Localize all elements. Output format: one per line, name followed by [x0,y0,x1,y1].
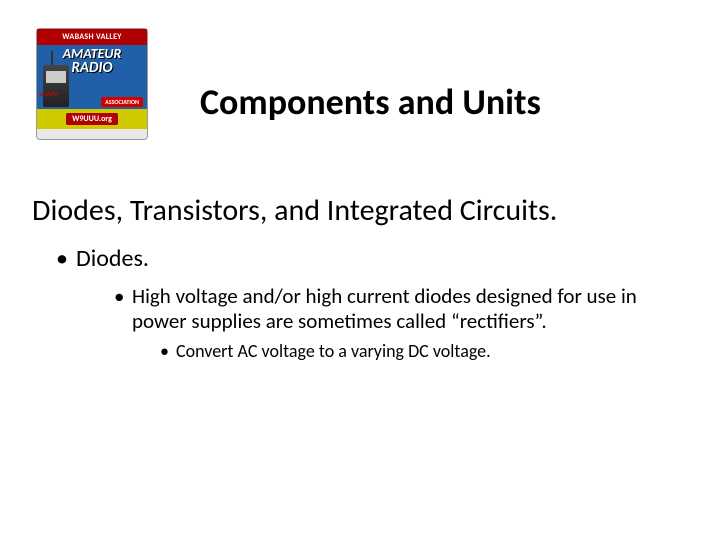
logo-banner: WABASH VALLEY [37,29,147,45]
logo-bottom-bar: W9UUU.org [37,109,147,129]
logo-frame: WABASH VALLEY AMATEUR RADIO 〰〰 ASSOCIATI… [36,28,148,140]
signal-wave-icon: 〰〰 [39,86,57,101]
bullet-level-3: Convert AC voltage to a varying DC volta… [176,340,491,362]
radio-screen-icon [46,71,66,83]
bullet-level-2: High voltage and/or high current diodes … [132,284,670,334]
logo-assoc-badge: ASSOCIATION [101,97,143,107]
org-logo: WABASH VALLEY AMATEUR RADIO 〰〰 ASSOCIATI… [36,28,148,148]
logo-callsign: W9UUU.org [66,113,118,125]
bullet-level-1: Diodes. [76,244,149,273]
logo-mid: AMATEUR RADIO 〰〰 ASSOCIATION [37,45,147,109]
slide-title: Components and Units [200,80,541,124]
slide-subtitle: Diodes, Transistors, and Integrated Circ… [32,192,557,229]
